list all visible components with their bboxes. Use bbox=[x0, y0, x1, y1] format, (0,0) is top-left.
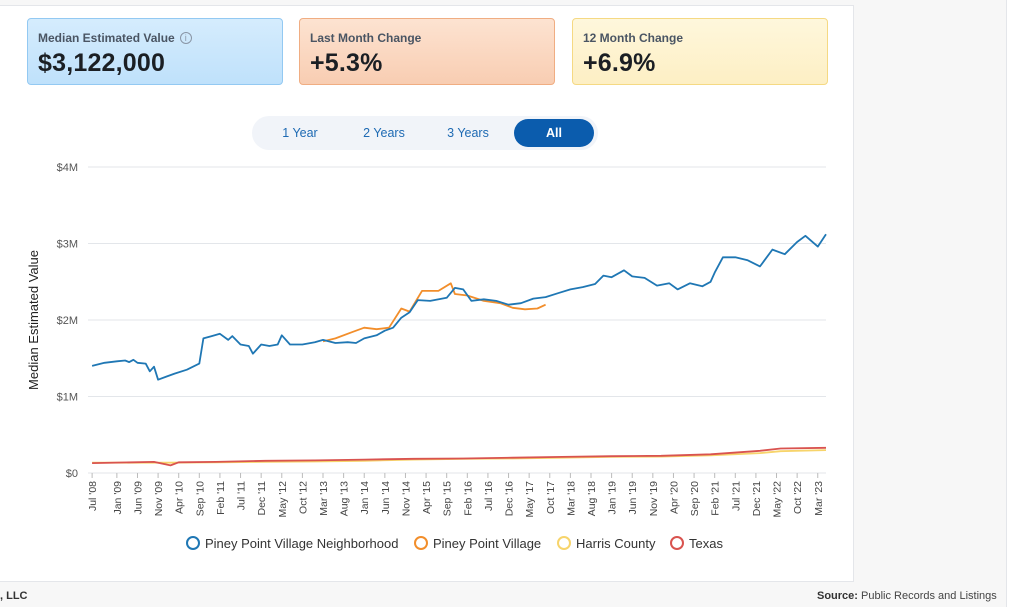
x-tick-label: Oct '12 bbox=[297, 481, 309, 514]
legend-marker bbox=[414, 536, 428, 550]
x-tick-label: May '12 bbox=[277, 481, 289, 518]
x-tick-label: Feb '11 bbox=[215, 481, 227, 515]
x-tick-label: Aug '18 bbox=[586, 481, 598, 516]
x-tick-label: Feb '16 bbox=[462, 481, 474, 516]
time-range-tabs: 1 Year 2 Years 3 Years All bbox=[252, 116, 598, 150]
x-tick-label: Sep '20 bbox=[689, 481, 701, 516]
source-label: Source: bbox=[817, 590, 858, 602]
footer-source: Source: Public Records and Listings bbox=[817, 590, 997, 602]
x-tick-label: Nov '19 bbox=[648, 481, 660, 516]
tab-1-year[interactable]: 1 Year bbox=[282, 126, 318, 140]
stat-value: +5.3% bbox=[310, 49, 383, 77]
x-tick-label: Nov '09 bbox=[153, 481, 165, 516]
legend-label: Piney Point Village bbox=[433, 535, 542, 551]
x-tick-label: Jun '09 bbox=[132, 481, 144, 515]
x-tick-label: Dec '11 bbox=[256, 481, 268, 516]
stat-12-month-change: 12 Month Change +6.9% bbox=[572, 18, 828, 85]
tab-all[interactable]: All bbox=[514, 119, 594, 147]
x-tick-label: Apr '10 bbox=[174, 481, 186, 514]
x-tick-label: Apr '15 bbox=[421, 481, 433, 514]
x-tick-label: Dec '16 bbox=[504, 481, 516, 516]
chart-card bbox=[0, 5, 854, 582]
series-line-harris-county bbox=[92, 449, 827, 464]
source-value: Public Records and Listings bbox=[857, 590, 997, 602]
legend-item-harris-county[interactable]: Harris County bbox=[557, 534, 655, 552]
x-tick-label: Sep '10 bbox=[194, 481, 206, 516]
x-tick-label: Jul '08 bbox=[87, 481, 99, 511]
legend-marker bbox=[186, 536, 200, 550]
x-tick-label: Jul '21 bbox=[730, 481, 742, 511]
legend-label: Harris County bbox=[576, 535, 656, 551]
x-tick-label: Mar '13 bbox=[318, 481, 330, 516]
x-tick-label: Jun '19 bbox=[627, 481, 639, 515]
x-tick-label: Jul '16 bbox=[483, 481, 495, 511]
x-tick-label: May '22 bbox=[772, 481, 784, 518]
value-line-chart: $0 $1M $2M $3M $4M Median Estimated Value Jul … bbox=[26, 162, 827, 518]
legend-marker bbox=[557, 536, 571, 550]
legend-item-piney-point-village[interactable]: Piney Point Village bbox=[414, 534, 541, 552]
x-tick-label: Oct '17 bbox=[545, 481, 557, 514]
tab-3-years[interactable]: 3 Years bbox=[447, 126, 489, 140]
right-panel-edge bbox=[1006, 0, 1024, 607]
tab-2-years[interactable]: 2 Years bbox=[363, 126, 405, 140]
y-tick-label: $0 bbox=[66, 468, 78, 480]
x-tick-label: Aug '13 bbox=[339, 481, 351, 516]
x-tick-label: Dec '21 bbox=[751, 481, 763, 516]
legend-label: Piney Point Village Neighborhood bbox=[205, 535, 399, 551]
stat-label: Last Month Change bbox=[310, 31, 422, 45]
y-tick-label: $3M bbox=[57, 239, 78, 251]
x-tick-label: Mar '18 bbox=[565, 481, 577, 516]
x-tick-label: Jan '14 bbox=[359, 481, 371, 515]
stat-label: Median Estimated Value bbox=[38, 31, 175, 45]
stat-median-estimated-value: Median Estimated Value i $3,122,000 bbox=[27, 18, 283, 85]
x-tick-label: Jan '09 bbox=[112, 481, 124, 515]
legend-item-texas[interactable]: Texas bbox=[670, 534, 723, 552]
stat-last-month-change: Last Month Change +5.3% bbox=[299, 18, 555, 85]
series-line-piney-point-village bbox=[322, 282, 546, 343]
legend-label: Texas bbox=[689, 535, 723, 551]
x-tick-label: Jun '14 bbox=[380, 481, 392, 515]
legend-marker bbox=[670, 536, 684, 550]
y-tick-label: $1M bbox=[57, 392, 78, 404]
x-tick-label: Nov '14 bbox=[400, 481, 412, 516]
stat-value: +6.9% bbox=[583, 49, 656, 77]
x-tick-label: May '17 bbox=[524, 481, 536, 518]
x-tick-label: Jan '19 bbox=[607, 481, 619, 515]
y-tick-label: $4M bbox=[57, 162, 78, 174]
x-tick-label: Oct '22 bbox=[792, 481, 804, 514]
y-axis-label: Median Estimated Value bbox=[26, 250, 41, 390]
footer-copyright: , LLC bbox=[0, 590, 28, 602]
legend-item-neighborhood[interactable]: Piney Point Village Neighborhood bbox=[186, 534, 398, 552]
y-tick-label: $2M bbox=[57, 315, 78, 327]
x-tick-label: Sep '15 bbox=[442, 481, 454, 516]
x-tick-label: Feb '21 bbox=[710, 481, 722, 516]
series-line-texas bbox=[92, 446, 827, 467]
stat-label: 12 Month Change bbox=[583, 31, 684, 45]
info-icon[interactable]: i bbox=[179, 32, 192, 44]
x-tick-label: Mar '23 bbox=[813, 481, 825, 516]
x-tick-label: Jul '11 bbox=[236, 481, 248, 510]
stat-value: $3,122,000 bbox=[38, 49, 166, 77]
series-line-piney-point-village-neighborhood bbox=[91, 233, 827, 381]
x-tick-label: Apr '20 bbox=[668, 481, 680, 514]
